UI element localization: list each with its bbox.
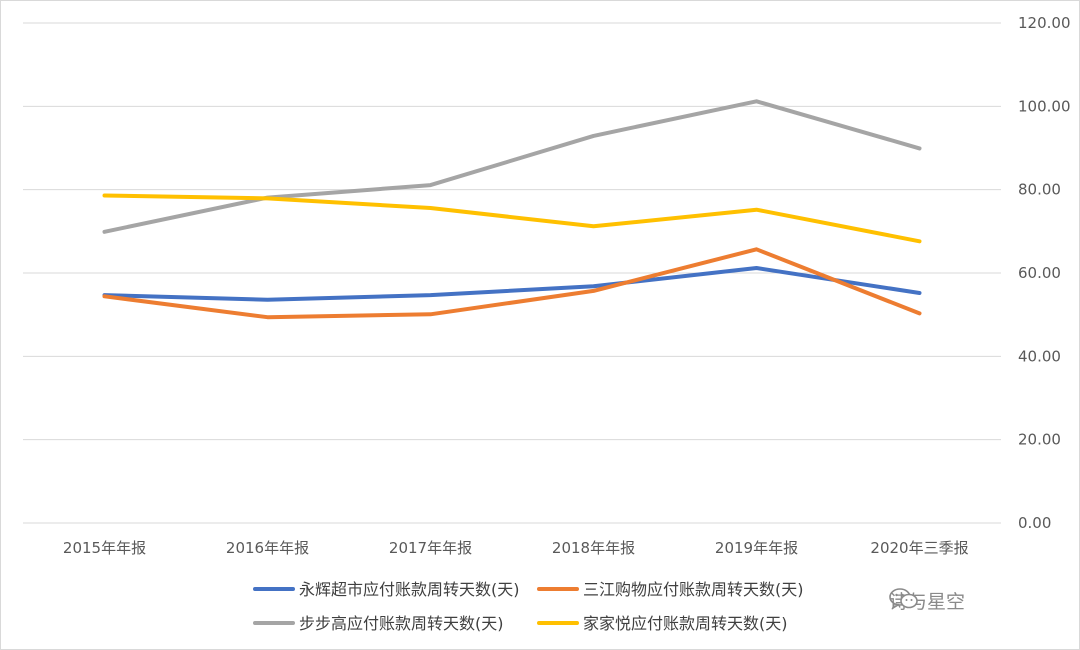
data-point: [593, 285, 594, 287]
series-line-2: [102, 99, 922, 234]
data-point: [756, 209, 757, 211]
data-point: [919, 312, 920, 314]
data-point: [430, 184, 431, 186]
data-point: [267, 316, 268, 318]
data-point: [593, 225, 594, 227]
data-point: [104, 231, 105, 233]
data-point: [430, 313, 431, 315]
data-point: [919, 147, 920, 149]
data-point: [267, 299, 268, 301]
data-point: [104, 295, 105, 297]
series-line-0: [102, 266, 922, 302]
series-line-3: [102, 193, 922, 244]
x-axis-ticks: 2015年年报 2016年年报 2017年年报 2018年年报 2019年年报 2020年…: [63, 539, 969, 557]
x-tick-label: 2015年年报: [63, 539, 146, 557]
y-tick-label: 80.00: [1018, 181, 1061, 199]
legend-label: 家家悦应付账款周转天数(天): [583, 614, 788, 633]
watermark: 诗与星空: [889, 587, 965, 614]
y-tick-label: 100.00: [1018, 97, 1071, 115]
data-point: [919, 240, 920, 242]
data-point: [756, 100, 757, 102]
legend: 永辉超市应付账款周转天数(天) 三江购物应付账款周转天数(天) 步步高应付账款周转天…: [253, 580, 804, 633]
data-point: [593, 290, 594, 292]
data-point: [104, 195, 105, 196]
x-tick-label: 2016年年报: [226, 539, 309, 557]
y-tick-label: 0.00: [1018, 514, 1051, 532]
legend-label: 三江购物应付账款周转天数(天): [583, 580, 804, 599]
series-lines: [102, 99, 922, 320]
data-point: [919, 292, 920, 294]
y-tick-label: 120.00: [1018, 14, 1071, 32]
data-point: [593, 135, 594, 137]
y-tick-label: 60.00: [1018, 264, 1061, 282]
legend-label: 步步高应付账款周转天数(天): [299, 614, 504, 633]
x-tick-label: 2018年年报: [552, 539, 635, 557]
wechat-icon: [889, 588, 918, 610]
data-point: [756, 248, 757, 250]
data-point: [430, 207, 431, 209]
y-tick-label: 40.00: [1018, 347, 1061, 365]
y-tick-label: 20.00: [1018, 431, 1061, 449]
data-point: [756, 267, 757, 269]
gridlines: [23, 22, 1001, 524]
x-tick-label: 2017年年报: [389, 539, 472, 557]
data-point: [267, 197, 268, 199]
x-tick-label: 2019年年报: [715, 539, 798, 557]
data-point: [430, 294, 431, 296]
legend-label: 永辉超市应付账款周转天数(天): [299, 580, 520, 599]
x-tick-label: 2020年三季报: [870, 539, 968, 557]
series-line-1: [102, 247, 922, 320]
y-axis-ticks: 0.00 20.00 40.00 60.00 80.00 100.00 120.00: [1018, 14, 1071, 532]
